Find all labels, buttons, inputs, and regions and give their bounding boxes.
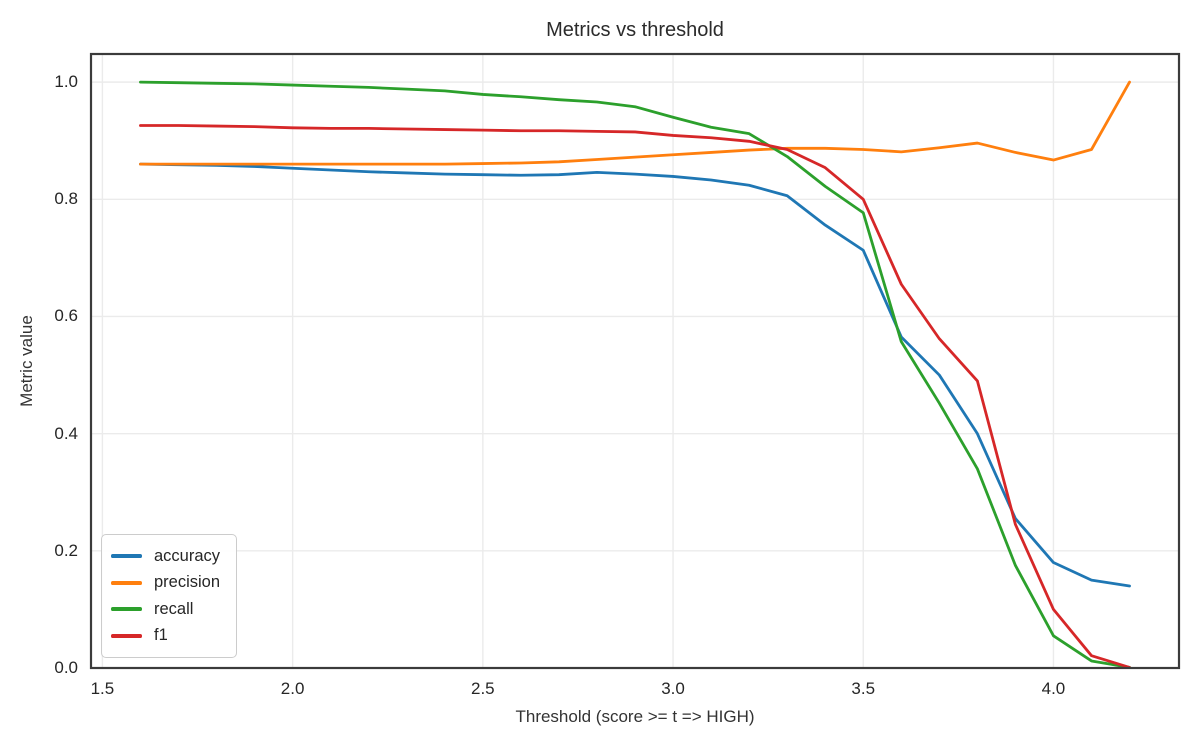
y-tick-label: 0.8 [54,189,78,209]
x-tick-label: 1.5 [90,679,115,698]
y-tick-label: 0.6 [54,306,78,326]
legend-swatch-accuracy [111,554,142,559]
legend-label-f1: f1 [154,626,168,645]
legend-label-accuracy: accuracy [154,546,221,565]
y-tick-label: 1.0 [54,72,78,92]
legend-swatch-f1 [111,633,142,638]
series-line-recall [139,80,1131,669]
x-tick-label: 3.0 [661,679,685,698]
series-line-f1 [139,124,1131,669]
y-tick-label: 0.0 [54,658,78,677]
legend-item-accuracy: accuracy [111,543,220,570]
legend-item-f1: f1 [111,623,220,650]
series-line-accuracy [139,162,1131,588]
plot-border [89,52,1181,670]
y-tick-label: 0.4 [54,423,78,443]
series-line-precision [139,80,1131,166]
y-axis-label: Metric value [17,315,36,407]
legend-item-recall: recall [111,596,220,623]
x-tick-label: 3.5 [851,679,876,698]
legend-swatch-recall [111,607,142,612]
legend-item-precision: precision [111,570,220,597]
legend-label-precision: precision [154,573,221,592]
legend: accuracy precision recall f1 [101,534,238,658]
x-axis-label: Threshold (score >= t => HIGH) [515,707,755,726]
x-tick-label: 2.5 [471,679,495,698]
y-tick-label: 0.2 [54,540,78,560]
x-tick-label: 4.0 [1041,679,1066,698]
legend-label-recall: recall [154,599,194,618]
legend-swatch-precision [111,580,142,585]
x-tick-label: 2.0 [280,679,305,698]
chart-title: Metrics vs threshold [546,19,724,41]
